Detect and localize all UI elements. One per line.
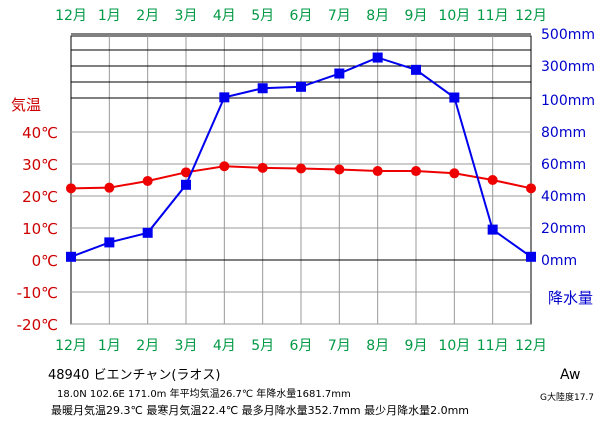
climate-code: Aw	[560, 367, 581, 383]
temperature-point	[142, 175, 153, 186]
month-label-top: 4月	[213, 8, 236, 24]
month-label-top: 7月	[328, 8, 351, 24]
precipitation-point	[334, 68, 345, 79]
month-label-top: 2月	[136, 8, 159, 24]
station-stats-line1: 18.0N 102.6E 171.0m 年平均気温26.7℃ 年降水量1681.…	[57, 389, 351, 400]
precipitation-point	[257, 83, 268, 94]
month-label-top: 6月	[290, 8, 313, 24]
temperature-point	[526, 183, 536, 194]
precipitation-point	[296, 81, 306, 92]
month-label-bottom: 2月	[136, 338, 159, 354]
temperature-point	[257, 162, 268, 173]
month-label-bottom: 4月	[213, 338, 236, 354]
precipitation-series	[66, 52, 536, 262]
precipitation-point	[66, 251, 76, 262]
grid	[70, 33, 532, 325]
precipitation-point	[411, 64, 421, 75]
temperature-tick-label: 40℃	[22, 124, 58, 142]
month-label-bottom: 7月	[328, 338, 351, 354]
temperature-point	[219, 161, 230, 172]
temperature-series	[66, 161, 536, 194]
temperature-point	[372, 166, 383, 177]
month-label-bottom: 10月	[438, 338, 470, 354]
month-label-bottom: 3月	[175, 338, 198, 354]
month-label-top: 11月	[477, 8, 509, 24]
precipitation-point	[104, 237, 115, 248]
month-label-top: 8月	[366, 8, 389, 24]
precipitation-point	[142, 227, 153, 238]
month-label-bottom: 9月	[405, 338, 428, 354]
temperature-tick-label: 0℃	[32, 252, 58, 270]
temperature-point	[296, 163, 306, 174]
month-label-top: 1月	[98, 8, 121, 24]
precipitation-point	[526, 251, 536, 262]
temperature-tick-label: -10℃	[17, 284, 58, 302]
month-label-top: 10月	[438, 8, 470, 24]
month-label-top: 12月	[55, 8, 87, 24]
station-stats-line2: 最暖月気温29.3℃ 最寒月気温22.4℃ 最多月降水量352.7mm 最少月降…	[51, 404, 470, 417]
temperature-tick-label: 30℃	[22, 156, 58, 174]
month-label-top: 5月	[251, 8, 274, 24]
precipitation-point	[487, 224, 498, 235]
precipitation-tick-label: 80mm	[541, 125, 586, 141]
temperature-tick-label: 20℃	[22, 188, 58, 206]
station-label: 48940 ビエンチャン(ラオス)	[48, 368, 221, 383]
month-label-top: 3月	[175, 8, 198, 24]
month-label-bottom: 5月	[251, 338, 274, 354]
month-label-top: 9月	[405, 8, 428, 24]
precipitation-tick-label: 100mm	[541, 93, 595, 109]
month-label-bottom: 11月	[477, 338, 509, 354]
month-label-bottom: 6月	[290, 338, 313, 354]
precipitation-axis: 0mm 20mm 40mm 60mm 80mm 100mm 300mm 500mm	[541, 27, 595, 269]
temperature-point	[487, 175, 498, 185]
precipitation-tick-label: 300mm	[541, 59, 595, 75]
temperature-point	[334, 164, 345, 175]
month-label-bottom: 1月	[98, 338, 121, 354]
precipitation-point	[219, 92, 230, 103]
month-labels-bottom: 12月 1月 2月 3月 4月 5月 6月 7月 8月 9月 10月 11月 12月	[55, 338, 547, 354]
precipitation-point	[181, 179, 191, 190]
precipitation-tick-label: 20mm	[541, 221, 586, 237]
temperature-point	[104, 182, 115, 193]
continentality-index: G大陸度17.7	[540, 393, 595, 403]
month-label-top: 12月	[515, 8, 547, 24]
temperature-axis-title: 気温	[11, 96, 41, 114]
temperature-tick-label: -20℃	[17, 316, 58, 334]
precipitation-tick-label: 0mm	[541, 253, 577, 269]
climate-chart: 12月 1月 2月 3月 4月 5月 6月 7月 8月 9月 10月 11月 12月 12月 1月 2月 3月…	[11, 8, 595, 354]
temperature-point	[66, 183, 76, 194]
temperature-tick-label: 10℃	[22, 220, 58, 238]
month-label-bottom: 12月	[55, 338, 87, 354]
temperature-point	[411, 166, 421, 177]
precipitation-axis-title: 降水量	[548, 289, 593, 307]
precipitation-point	[449, 92, 460, 103]
temperature-axis: 40℃ 30℃ 20℃ 10℃ 0℃ -10℃ -20℃	[17, 124, 58, 334]
month-labels-top: 12月 1月 2月 3月 4月 5月 6月 7月 8月 9月 10月 11月 12月	[55, 8, 547, 24]
month-label-bottom: 8月	[366, 338, 389, 354]
precipitation-tick-label: 60mm	[541, 157, 586, 173]
precipitation-point	[372, 52, 383, 63]
temperature-point	[449, 168, 460, 179]
precipitation-tick-label: 500mm	[541, 27, 595, 43]
month-label-bottom: 12月	[515, 338, 547, 354]
temperature-point	[181, 167, 191, 178]
precipitation-tick-label: 40mm	[541, 189, 586, 205]
